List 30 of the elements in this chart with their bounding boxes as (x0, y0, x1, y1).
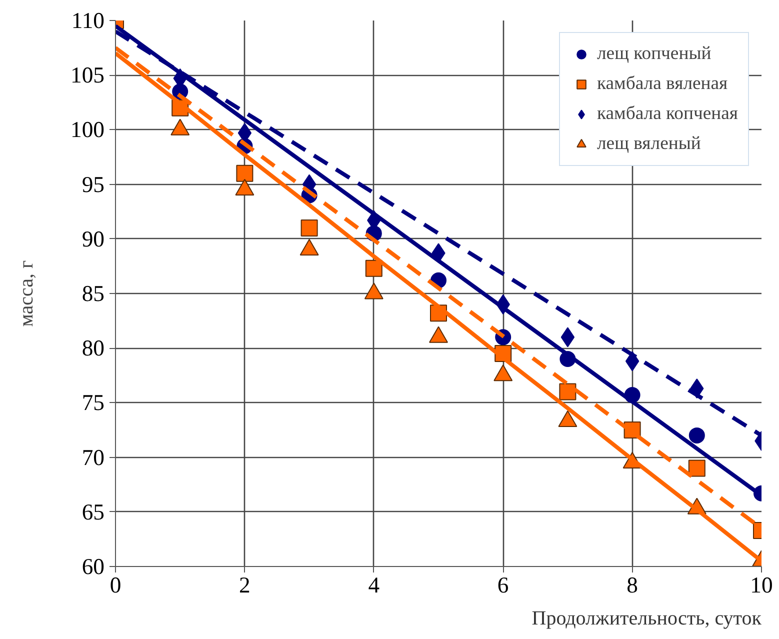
legend-label: камбала вяленая (597, 73, 728, 95)
y-tick-label: 95 (82, 172, 104, 197)
legend-label: лещ копченый (597, 43, 712, 65)
x-tick-label: 10 (750, 572, 773, 598)
y-tick-label: 70 (82, 444, 104, 470)
legend-label: камбала копченая (597, 103, 738, 125)
x-tick-label: 8 (626, 572, 638, 598)
y-tick-label: 105 (70, 62, 104, 88)
point (688, 460, 706, 477)
point (559, 383, 576, 400)
x-tick-label: 2 (239, 572, 250, 598)
y-axis-title: масса, г (16, 260, 38, 327)
x-tick-label: 0 (110, 572, 122, 598)
x-tick-label: 4 (368, 572, 380, 598)
point (365, 260, 382, 277)
y-tick-label: 80 (82, 336, 104, 361)
legend-label: лещ вяленый (597, 133, 701, 155)
y-tick-label: 90 (82, 226, 104, 252)
y-tick-label: 110 (71, 8, 105, 33)
point (300, 219, 318, 236)
point (688, 427, 705, 444)
point (236, 164, 254, 182)
y-tick-label: 85 (82, 281, 104, 306)
y-tick-label: 60 (82, 554, 104, 579)
y-tick-label: 65 (82, 499, 104, 524)
y-tick-label: 100 (70, 117, 104, 142)
point (560, 327, 575, 348)
x-axis-title: Продолжительность, суток (532, 608, 762, 630)
y-tick-label: 75 (82, 390, 104, 416)
x-tick-label: 6 (497, 572, 509, 598)
